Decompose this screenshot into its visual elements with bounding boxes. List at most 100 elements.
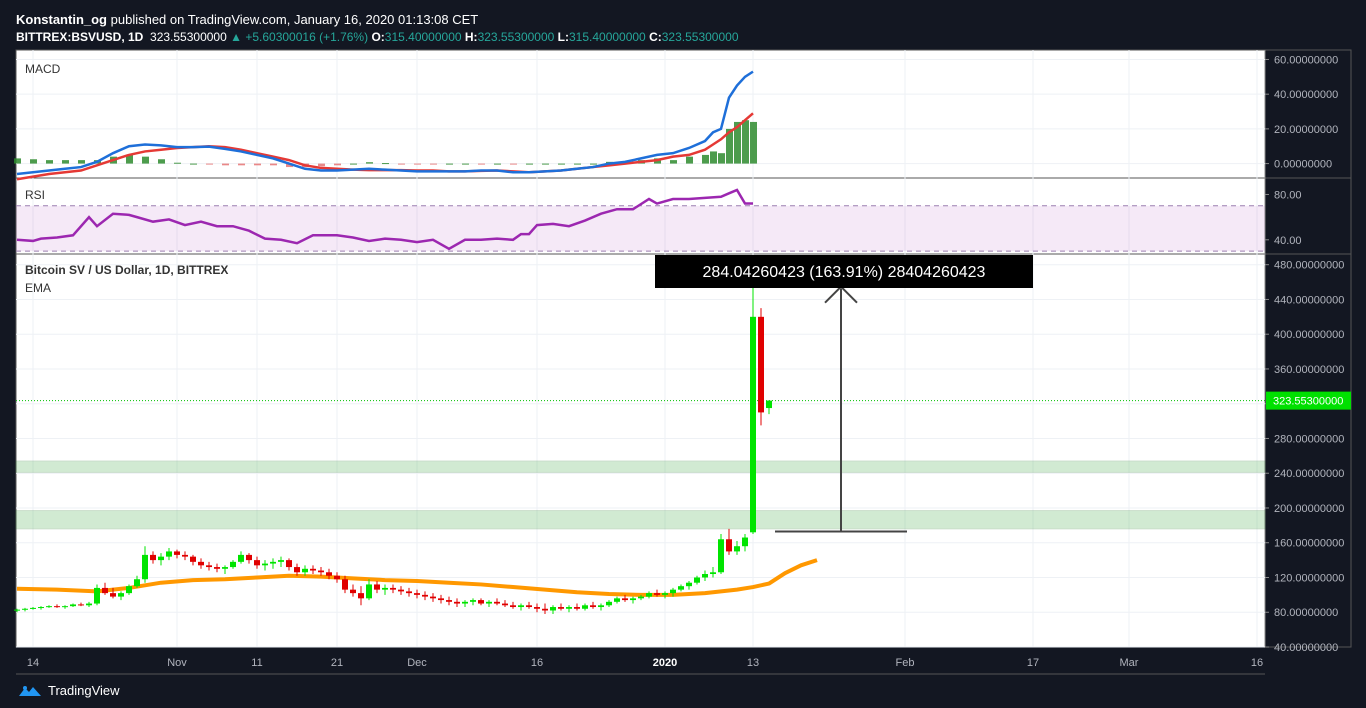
rsi-axis-label: 80.00 bbox=[1274, 189, 1302, 201]
candle-body bbox=[726, 539, 732, 552]
candle-body bbox=[662, 593, 668, 595]
tradingview-footer[interactable]: TradingView bbox=[18, 683, 120, 698]
candle bbox=[86, 601, 92, 608]
candle bbox=[14, 608, 20, 613]
macd-histogram-bar bbox=[318, 163, 325, 167]
candle-body bbox=[78, 604, 84, 606]
tradingview-logo-icon bbox=[19, 685, 41, 696]
macd-histogram-bar bbox=[158, 159, 165, 164]
candle-body bbox=[182, 554, 188, 557]
candle bbox=[622, 594, 628, 602]
candle bbox=[710, 567, 716, 578]
macd-histogram-bar bbox=[334, 163, 341, 166]
candle-body bbox=[430, 596, 436, 599]
macd-histogram-bar bbox=[62, 160, 69, 164]
candle-body bbox=[174, 551, 180, 555]
candle bbox=[750, 283, 756, 535]
rsi-line bbox=[16, 188, 753, 251]
candle-body bbox=[278, 560, 284, 562]
macd-histogram-bar bbox=[142, 156, 149, 164]
candle bbox=[22, 607, 28, 612]
candle-body bbox=[422, 594, 428, 597]
candle bbox=[318, 567, 324, 576]
candle bbox=[70, 603, 76, 608]
candle-body bbox=[158, 556, 164, 561]
candle bbox=[598, 603, 604, 611]
candle bbox=[678, 584, 684, 592]
candle-body bbox=[366, 584, 372, 599]
candle bbox=[486, 600, 492, 608]
candle bbox=[286, 558, 292, 571]
macd-histogram-bar bbox=[190, 163, 197, 165]
candle-body bbox=[206, 565, 212, 568]
macd-histogram-bar bbox=[126, 154, 133, 164]
candle-body bbox=[622, 598, 628, 601]
candle bbox=[430, 593, 436, 602]
macd-axis-label: 0.00000000 bbox=[1274, 159, 1332, 171]
candle bbox=[502, 600, 508, 608]
panel-background-macd bbox=[16, 50, 1265, 178]
candle bbox=[150, 551, 156, 564]
candle-body bbox=[270, 561, 276, 564]
candle-body bbox=[30, 607, 36, 609]
candle-body bbox=[686, 582, 692, 587]
candle bbox=[694, 575, 700, 585]
candle bbox=[702, 570, 708, 581]
candle-body bbox=[590, 605, 596, 608]
measure-label-box bbox=[655, 255, 1033, 288]
candle-body bbox=[710, 572, 716, 575]
macd-histogram-bar bbox=[222, 163, 229, 166]
candle bbox=[214, 563, 220, 573]
candle bbox=[550, 605, 556, 614]
candle bbox=[510, 601, 516, 609]
candle bbox=[46, 605, 52, 608]
candle bbox=[534, 603, 540, 613]
price-axis-label: 240.00000000 bbox=[1274, 468, 1344, 480]
candle bbox=[302, 565, 308, 576]
candle bbox=[462, 600, 468, 608]
panel-background-rsi bbox=[16, 178, 1265, 254]
candle bbox=[142, 546, 148, 583]
macd-histogram-bar bbox=[382, 163, 389, 165]
candle-body bbox=[46, 606, 52, 608]
candle-body bbox=[758, 316, 764, 413]
candle bbox=[110, 587, 116, 599]
candle-body bbox=[598, 605, 604, 608]
candle bbox=[454, 598, 460, 608]
candle-body bbox=[654, 593, 660, 595]
price-axis-label: 80.00000000 bbox=[1274, 607, 1338, 619]
candle bbox=[62, 605, 68, 609]
price-axis-label: 400.00000000 bbox=[1274, 329, 1344, 341]
candle bbox=[390, 584, 396, 594]
candle bbox=[558, 603, 564, 611]
candle bbox=[742, 534, 748, 552]
candle bbox=[382, 584, 388, 595]
panel-background-price bbox=[16, 254, 1265, 647]
macd-histogram-bar bbox=[78, 160, 85, 164]
candle-body bbox=[70, 604, 76, 607]
candle-body bbox=[238, 554, 244, 562]
price-axis-label: 440.00000000 bbox=[1274, 294, 1344, 306]
macd-histogram-bar bbox=[270, 163, 277, 166]
close-label: C: bbox=[649, 30, 662, 44]
macd-histogram-bar bbox=[350, 163, 357, 165]
macd-histogram-bar bbox=[238, 163, 245, 166]
candle-body bbox=[502, 603, 508, 606]
candle-body bbox=[102, 587, 108, 594]
candle-body bbox=[734, 546, 740, 552]
candle bbox=[574, 603, 580, 611]
candle bbox=[414, 589, 420, 599]
candle bbox=[726, 528, 732, 555]
candle-body bbox=[214, 567, 220, 569]
candle bbox=[38, 606, 44, 610]
candle-body bbox=[550, 607, 556, 611]
candle bbox=[366, 579, 372, 601]
candle-body bbox=[558, 607, 564, 609]
price-title: Bitcoin SV / US Dollar, 1D, BITTREX bbox=[25, 263, 228, 277]
candle-body bbox=[94, 587, 100, 604]
author-name[interactable]: Konstantin_og bbox=[16, 12, 107, 27]
candle bbox=[646, 591, 652, 599]
candle-body bbox=[438, 598, 444, 601]
candle-body bbox=[582, 605, 588, 609]
